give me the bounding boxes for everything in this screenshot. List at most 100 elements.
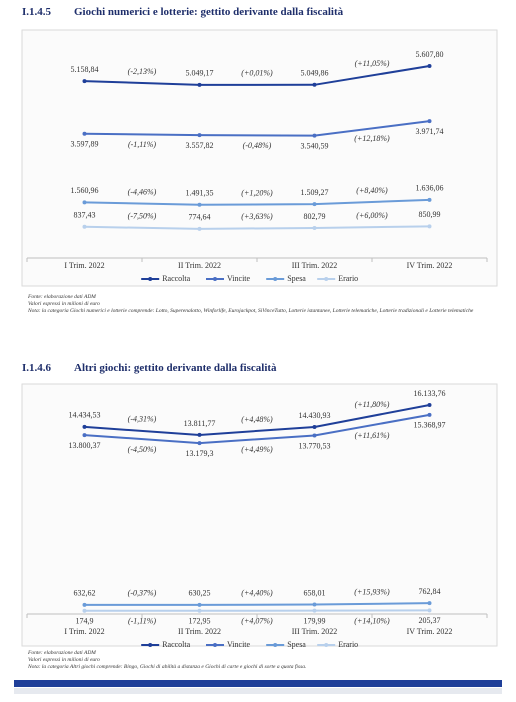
value-label: 14.434,53 — [69, 411, 101, 420]
legend-label: Vincite — [227, 640, 251, 649]
data-point — [312, 602, 317, 607]
change-label: (+15,93%) — [354, 588, 390, 597]
legend-label: Vincite — [227, 274, 251, 283]
series-line — [84, 65, 430, 86]
value-label: 837,43 — [74, 211, 96, 220]
change-label: (-0,37%) — [128, 589, 157, 598]
note: Nota: la categoria Altri giochi comprend… — [28, 664, 307, 670]
value-label: 13.800,37 — [69, 441, 101, 450]
data-point — [312, 82, 317, 87]
value-label: 3.557,82 — [186, 141, 214, 150]
data-point — [197, 602, 202, 607]
value-label: 802,79 — [304, 212, 326, 221]
source: Fonte: elaborazione dati ADM — [28, 294, 96, 300]
x-tick-label: III Trim. 2022 — [292, 261, 338, 270]
change-label: (+8,40%) — [356, 186, 388, 195]
x-tick-label: II Trim. 2022 — [178, 627, 221, 636]
value-label: 850,99 — [419, 210, 441, 219]
data-point — [312, 202, 317, 207]
data-point — [197, 226, 202, 231]
data-point — [82, 79, 87, 84]
x-tick-label: III Trim. 2022 — [292, 627, 338, 636]
value-label: 1.509,27 — [301, 188, 329, 197]
legend-label: Raccolta — [162, 274, 190, 283]
data-point — [427, 197, 432, 202]
change-label: (+4,07%) — [241, 617, 273, 626]
series-line — [84, 225, 430, 230]
value-label: 1.560,96 — [71, 186, 99, 195]
change-label: (-4,50%) — [128, 445, 157, 454]
change-label: (+4,48%) — [241, 415, 273, 424]
legend-label: Erario — [338, 640, 358, 649]
data-point — [82, 602, 87, 607]
heading-title: Giochi numerici e lotterie: gettito deri… — [74, 6, 344, 18]
value-label: 658,01 — [304, 588, 326, 597]
value-label: 630,25 — [189, 589, 211, 598]
change-label: (+0,01%) — [241, 69, 273, 78]
value-label: 762,84 — [419, 587, 441, 596]
value-label: 13.811,77 — [184, 419, 216, 428]
legend-swatch-dot — [324, 277, 329, 281]
change-label: (-4,31%) — [128, 415, 157, 424]
legend-swatch-dot — [273, 643, 278, 647]
chart-frame — [21, 29, 498, 287]
value-label: 3.971,74 — [416, 127, 444, 136]
change-label: (+11,80%) — [355, 400, 390, 409]
data-point — [197, 441, 202, 446]
change-label: (+12,18%) — [354, 134, 390, 143]
value-label: 13.179,3 — [186, 449, 214, 458]
value-label: 5.158,84 — [71, 65, 99, 74]
source: Fonte: elaborazione dati ADM — [28, 650, 96, 656]
value-label: 13.770,53 — [299, 441, 331, 450]
legend-swatch-dot — [273, 277, 278, 281]
value-label: 5.607,80 — [416, 50, 444, 59]
data-point — [427, 601, 432, 606]
change-label: (+6,00%) — [356, 211, 388, 220]
data-point — [197, 133, 202, 138]
legend-label: Raccolta — [162, 640, 190, 649]
value-label: 174,9 — [76, 617, 94, 626]
value-label: 5.049,17 — [186, 69, 214, 78]
heading: I.1.4.6 Altri giochi: gettito derivante d… — [22, 362, 277, 374]
data-point — [82, 608, 87, 613]
data-point — [197, 608, 202, 613]
value-label: 205,37 — [419, 616, 441, 625]
change-label: (+11,61%) — [355, 431, 390, 440]
x-tick-label: I Trim. 2022 — [64, 627, 104, 636]
value-label: 172,95 — [189, 617, 211, 626]
change-label: (+11,05%) — [355, 59, 390, 68]
value-label: 3.597,89 — [71, 140, 99, 149]
change-label: (-7,50%) — [128, 212, 157, 221]
note: Nota: la categoria Giochi numerici e lot… — [28, 308, 474, 314]
data-point — [312, 424, 317, 429]
x-tick-label: IV Trim. 2022 — [407, 261, 453, 270]
legend-swatch-dot — [213, 643, 217, 647]
change-label: (-0,48%) — [243, 141, 272, 150]
data-point — [312, 608, 317, 613]
change-label: (-1,11%) — [128, 617, 156, 626]
legend-swatch-dot — [324, 643, 329, 647]
data-point — [427, 412, 432, 417]
change-label: (+4,49%) — [241, 445, 273, 454]
data-point — [312, 225, 317, 230]
data-point — [427, 224, 432, 229]
value-label: 5.049,86 — [301, 69, 329, 78]
value-label: 1.491,35 — [186, 189, 214, 198]
data-point — [82, 224, 87, 229]
value-label: 16.133,76 — [414, 389, 446, 398]
heading: I.1.4.5 Giochi numerici e lotterie: getti… — [22, 6, 343, 18]
notes: Fonte: elaborazione dati ADM Valori espre… — [28, 650, 496, 671]
data-point — [427, 608, 432, 613]
heading-number: I.1.4.6 — [22, 362, 52, 374]
legend-swatch-dot — [213, 277, 217, 281]
legend-label: Spesa — [287, 274, 306, 283]
change-label: (-4,46%) — [128, 187, 157, 196]
change-label: (-1,11%) — [128, 140, 156, 149]
legend-label: Erario — [338, 274, 358, 283]
value-label: 179,99 — [304, 617, 326, 626]
series-line — [84, 120, 430, 137]
x-tick-label: I Trim. 2022 — [64, 261, 104, 270]
series-line — [84, 413, 430, 445]
